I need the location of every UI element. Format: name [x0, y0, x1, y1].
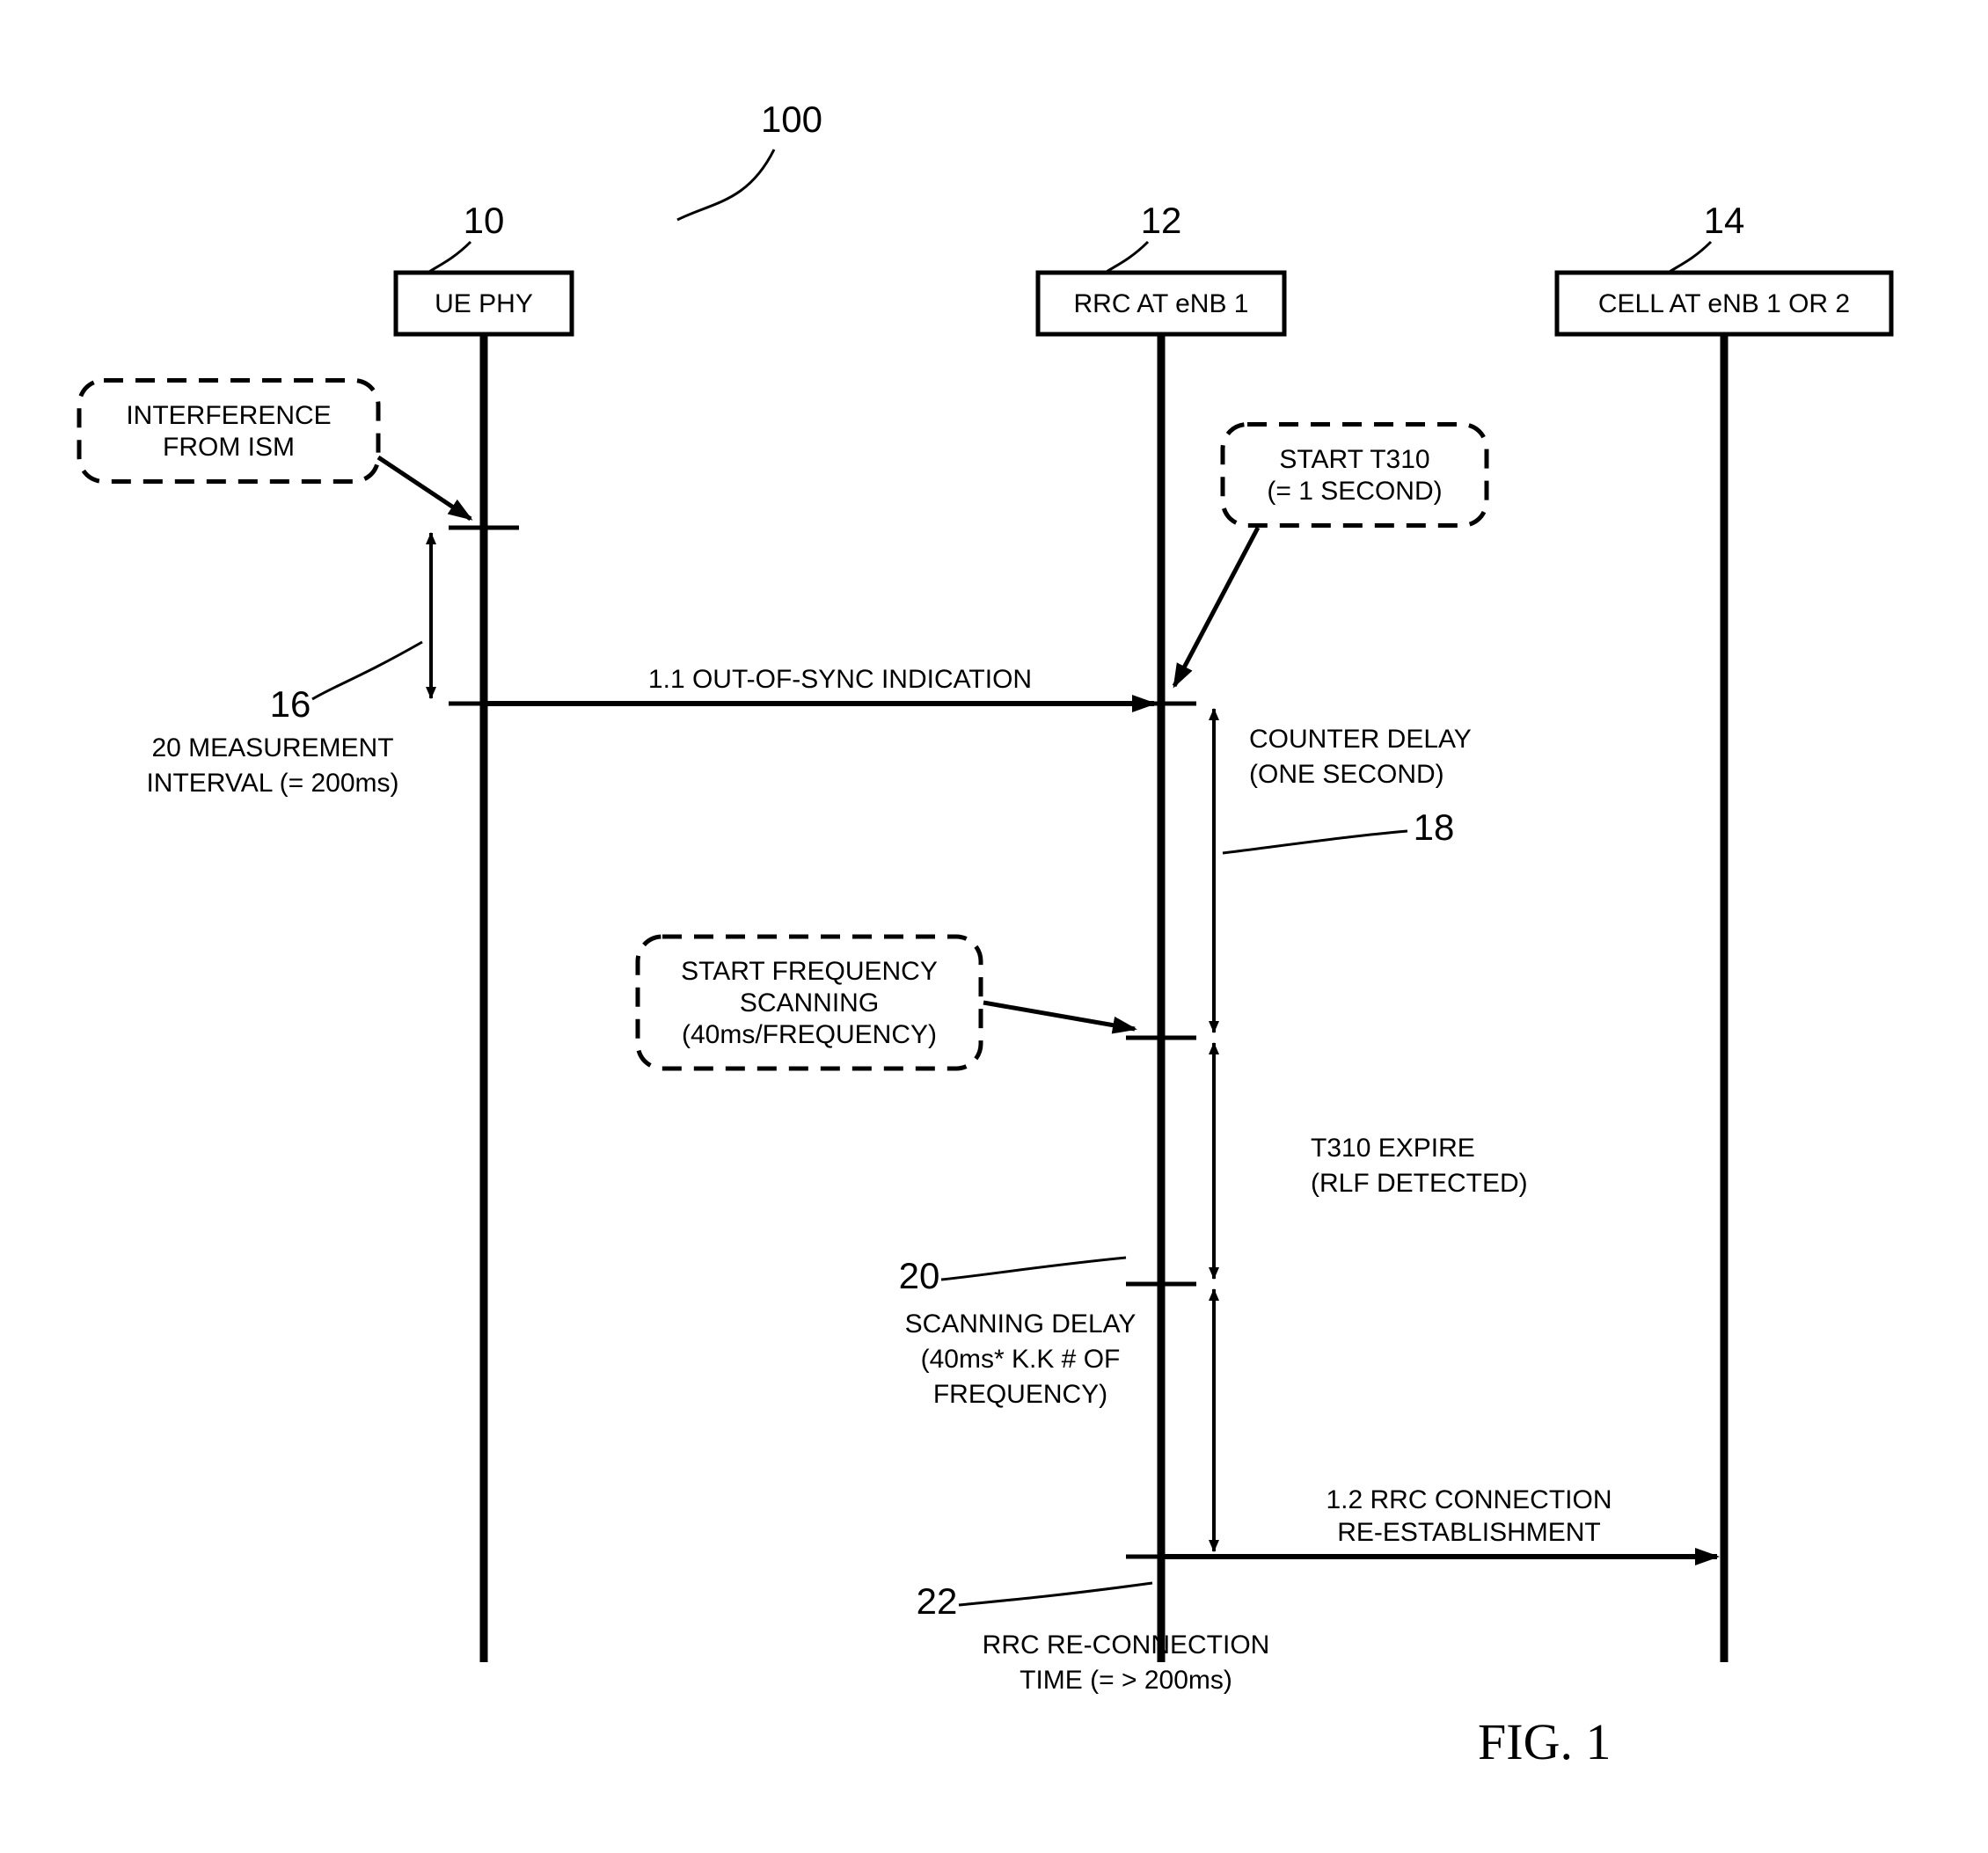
svg-text:1.2 RRC CONNECTION: 1.2 RRC CONNECTION: [1326, 1485, 1612, 1514]
svg-text:16: 16: [270, 683, 311, 725]
svg-text:1.1 OUT-OF-SYNC INDICATION: 1.1 OUT-OF-SYNC INDICATION: [648, 665, 1032, 694]
svg-text:20 MEASUREMENT: 20 MEASUREMENT: [151, 733, 393, 762]
svg-text:RRC AT eNB 1: RRC AT eNB 1: [1074, 289, 1249, 318]
svg-text:RRC RE-CONNECTION: RRC RE-CONNECTION: [983, 1630, 1270, 1660]
svg-text:START FREQUENCY: START FREQUENCY: [681, 957, 938, 986]
svg-text:12: 12: [1141, 200, 1182, 241]
svg-text:RE-ESTABLISHMENT: RE-ESTABLISHMENT: [1337, 1518, 1601, 1547]
svg-text:(40ms* K.K # OF: (40ms* K.K # OF: [921, 1345, 1121, 1374]
svg-text:SCANNING DELAY: SCANNING DELAY: [905, 1310, 1137, 1339]
svg-text:CELL AT eNB 1 OR 2: CELL AT eNB 1 OR 2: [1598, 289, 1850, 318]
svg-text:14: 14: [1704, 200, 1745, 241]
svg-text:FROM ISM: FROM ISM: [163, 433, 295, 462]
svg-text:22: 22: [917, 1580, 958, 1622]
svg-text:100: 100: [761, 98, 822, 140]
svg-text:20: 20: [899, 1255, 940, 1296]
svg-text:TIME (= > 200ms): TIME (= > 200ms): [1020, 1666, 1232, 1695]
svg-text:T310 EXPIRE: T310 EXPIRE: [1311, 1134, 1475, 1163]
svg-text:18: 18: [1414, 806, 1455, 848]
svg-text:10: 10: [464, 200, 505, 241]
svg-text:UE PHY: UE PHY: [435, 289, 533, 318]
svg-text:(RLF DETECTED): (RLF DETECTED): [1311, 1169, 1528, 1198]
svg-text:(= 1 SECOND): (= 1 SECOND): [1267, 477, 1442, 506]
svg-text:(40ms/FREQUENCY): (40ms/FREQUENCY): [682, 1020, 937, 1049]
svg-text:INTERVAL (= 200ms): INTERVAL (= 200ms): [146, 769, 398, 798]
svg-text:INTERFERENCE: INTERFERENCE: [126, 401, 331, 430]
svg-text:START T310: START T310: [1279, 445, 1429, 474]
svg-text:(ONE SECOND): (ONE SECOND): [1249, 760, 1444, 789]
svg-text:COUNTER DELAY: COUNTER DELAY: [1249, 725, 1472, 754]
svg-text:SCANNING: SCANNING: [740, 989, 879, 1018]
svg-text:FREQUENCY): FREQUENCY): [933, 1380, 1107, 1409]
svg-text:FIG. 1: FIG. 1: [1478, 1713, 1611, 1770]
